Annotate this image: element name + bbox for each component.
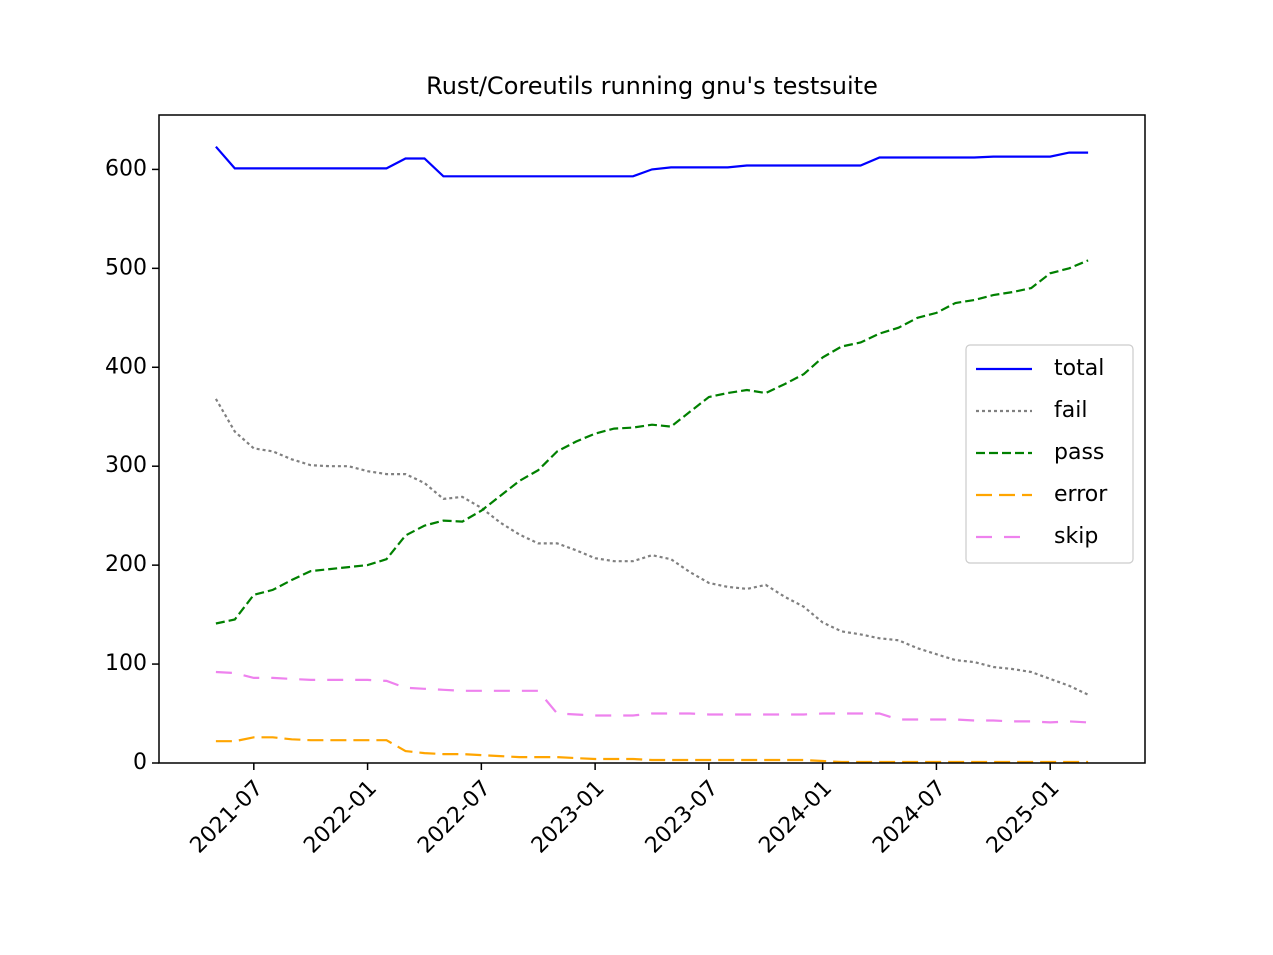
y-tick-label: 400 xyxy=(105,354,147,379)
y-tick-label: 0 xyxy=(133,750,147,775)
legend-label: fail xyxy=(1054,398,1087,423)
plot-area xyxy=(214,145,1089,764)
series-line xyxy=(214,398,1089,696)
y-tick-label: 100 xyxy=(105,651,147,676)
y-tick-label: 600 xyxy=(105,156,147,181)
y-tick-label: 200 xyxy=(105,552,147,577)
series-line xyxy=(215,670,1089,724)
y-tick-label: 300 xyxy=(105,453,147,478)
axes-frame xyxy=(158,114,1146,764)
series-line xyxy=(215,145,1089,178)
legend-box xyxy=(965,344,1134,564)
legend-label: error xyxy=(1054,482,1108,507)
legend-label: skip xyxy=(1054,524,1098,549)
chart-title: Rust/Coreutils running gnu's testsuite xyxy=(426,72,878,100)
series-line xyxy=(215,736,1089,764)
series-line xyxy=(215,259,1089,625)
legend-label: pass xyxy=(1054,440,1104,465)
legend-label: total xyxy=(1054,356,1104,381)
y-tick-label: 500 xyxy=(105,255,147,280)
